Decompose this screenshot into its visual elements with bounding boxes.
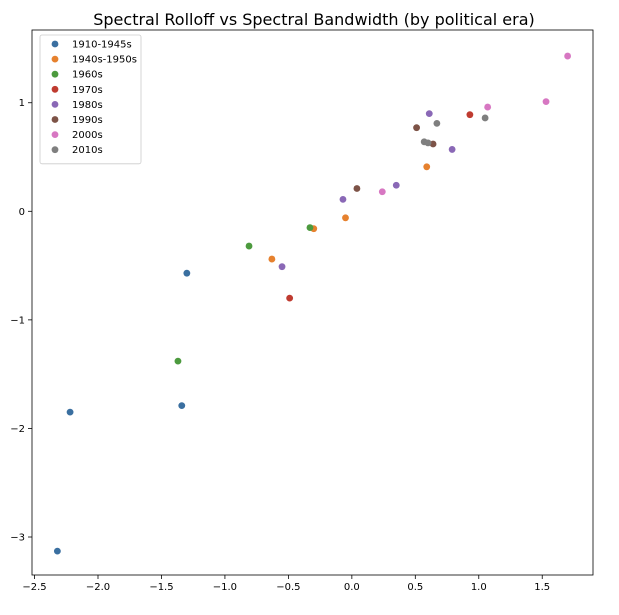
plot-area — [53, 52, 572, 555]
legend-marker — [51, 146, 59, 154]
legend-marker — [51, 70, 59, 78]
x-tick-label: −2.0 — [86, 582, 110, 593]
y-tick-label: 1 — [19, 98, 25, 109]
data-point — [178, 402, 186, 410]
y-tick-label: −3 — [10, 533, 25, 544]
series-1940s-1950s — [268, 163, 431, 263]
legend-entry: 2010s — [72, 145, 103, 156]
series-1980s — [278, 110, 456, 271]
data-point — [484, 103, 492, 111]
data-point — [542, 98, 550, 106]
data-point — [423, 163, 431, 171]
x-tick-label: −1.5 — [149, 582, 173, 593]
x-tick-label: 0.0 — [344, 582, 360, 593]
data-point — [245, 242, 253, 250]
series-1970s — [286, 111, 474, 302]
legend-marker — [51, 55, 59, 63]
legend-marker — [51, 131, 59, 139]
data-point — [392, 181, 400, 189]
legend-marker — [51, 116, 59, 123]
data-point — [433, 119, 441, 127]
data-point — [53, 547, 61, 555]
legend-entry: 1990s — [72, 115, 103, 126]
series-1910-1945s — [53, 269, 191, 555]
data-point — [183, 269, 191, 277]
x-tick-label: −2.5 — [22, 582, 46, 593]
data-point — [342, 214, 349, 222]
x-tick-label: 1.5 — [534, 582, 550, 593]
data-point — [564, 52, 572, 60]
series-2010s — [420, 114, 489, 147]
series-1960s — [174, 224, 314, 365]
plot-frame — [31, 29, 594, 576]
legend-entry: 1940s-1950s — [72, 55, 137, 66]
legend-entry: 2000s — [72, 130, 103, 141]
x-tick-label: 0.5 — [407, 582, 423, 593]
x-tick-label: −0.5 — [276, 582, 300, 593]
data-point — [429, 140, 437, 148]
legend-box — [39, 34, 142, 165]
series-1990s — [353, 124, 437, 192]
data-point — [424, 139, 432, 147]
series-2000s — [378, 52, 572, 196]
data-point — [448, 146, 456, 153]
data-point — [66, 408, 74, 416]
y-tick-label: 0 — [19, 207, 25, 218]
data-point — [306, 224, 314, 231]
legend-marker — [51, 101, 59, 108]
data-point — [425, 110, 433, 117]
data-point — [466, 111, 474, 119]
legend-marker — [51, 40, 59, 48]
data-point — [481, 114, 489, 122]
data-point — [174, 357, 182, 365]
legend-entry: 1980s — [72, 100, 103, 111]
data-point — [339, 195, 347, 203]
legend-marker — [51, 85, 59, 93]
y-axis: −3 −2 −1 0 1 — [10, 98, 32, 544]
y-tick-label: −2 — [10, 424, 25, 435]
x-tick-label: 1.0 — [471, 582, 487, 593]
x-tick-label: −1.0 — [213, 582, 237, 593]
legend: 1910-1945s 1940s-1950s 1960s 1970s 1980s 1990… — [39, 34, 142, 165]
data-point — [378, 188, 386, 196]
data-point — [353, 185, 361, 192]
chart-title: Spectral Rolloff vs Spectral Bandwidth (… — [93, 10, 535, 29]
legend-entry: 1910-1945s — [72, 40, 132, 51]
legend-entry: 1960s — [72, 70, 103, 81]
data-point — [413, 124, 420, 132]
x-axis: −2.5 −2.0 −1.5 −1.0 −0.5 0.0 0.5 1.0 1.5 — [22, 575, 550, 593]
data-point — [278, 263, 286, 271]
data-point — [268, 255, 276, 263]
y-tick-label: −1 — [10, 315, 25, 326]
data-point — [286, 294, 294, 302]
legend-entry: 1970s — [72, 85, 103, 96]
